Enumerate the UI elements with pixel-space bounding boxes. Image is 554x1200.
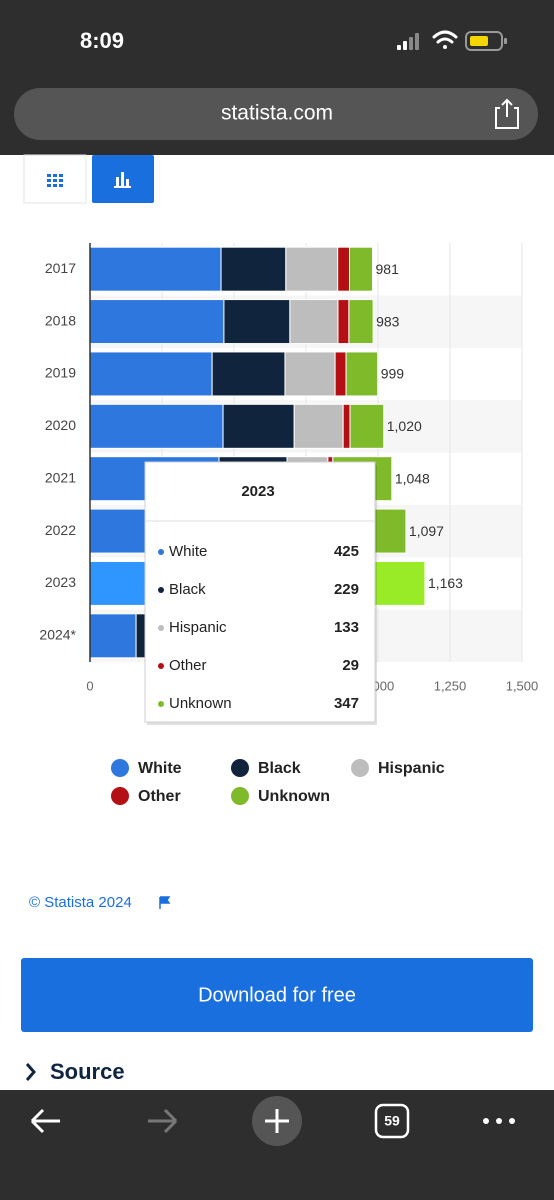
legend-label: White xyxy=(138,760,182,777)
chart: 02505007501,0001,2501,500201798120189832… xyxy=(39,243,538,725)
y-tick-label: 2020 xyxy=(45,417,76,433)
chevron-icon xyxy=(25,1063,36,1081)
tooltip-name: White xyxy=(169,543,207,560)
bar-segment xyxy=(222,403,295,449)
more-button[interactable] xyxy=(483,1118,515,1124)
bar-segment xyxy=(293,403,344,449)
total-label: 1,163 xyxy=(428,575,463,591)
forward-button[interactable] xyxy=(148,1108,178,1134)
bar-segment xyxy=(220,246,287,292)
legend-label: Hispanic xyxy=(378,760,445,777)
tooltip-name: Black xyxy=(169,581,206,598)
bar-segment xyxy=(337,299,350,345)
legend-item[interactable]: Hispanic xyxy=(351,759,445,777)
bar-segment xyxy=(89,351,213,397)
legend-swatch xyxy=(231,787,249,805)
y-tick-label: 2022 xyxy=(45,522,76,538)
tooltip: 2023 White 425 Black 229 Hispanic 133 Other 29 Un… xyxy=(144,461,377,725)
url-text: statista.com xyxy=(221,102,333,125)
bar-segment xyxy=(89,299,225,345)
y-tick-label: 2024* xyxy=(39,627,76,643)
download-button[interactable] xyxy=(21,958,533,1032)
signal-icon xyxy=(397,33,419,50)
source-toggle[interactable]: Source xyxy=(50,1059,125,1084)
tooltip-dot xyxy=(158,587,164,593)
wifi-icon xyxy=(432,30,458,49)
back-button[interactable] xyxy=(30,1108,60,1134)
legend-swatch xyxy=(231,759,249,777)
tooltip-name: Other xyxy=(169,657,207,674)
tooltip-dot xyxy=(158,663,164,669)
bar-segment xyxy=(223,299,291,345)
legend: White Black Hispanic Other Unknown xyxy=(111,759,445,805)
chart-icon xyxy=(114,172,131,188)
legend-label: Black xyxy=(258,760,301,777)
tooltip-value: 425 xyxy=(334,543,359,560)
tooltip-name: Hispanic xyxy=(169,619,227,636)
x-tick-label: 1,500 xyxy=(506,678,539,693)
clock: 8:09 xyxy=(80,28,124,53)
plus-icon xyxy=(265,1109,289,1133)
bar-segment xyxy=(89,246,222,292)
legend-swatch xyxy=(111,759,129,777)
tooltip-box xyxy=(144,461,376,723)
bar-segment xyxy=(342,403,351,449)
tooltip-dot xyxy=(158,701,164,707)
bar-segment xyxy=(348,246,374,292)
x-tick-label: 0 xyxy=(86,678,93,693)
tooltip-value: 347 xyxy=(334,695,359,712)
tooltip-title: 2023 xyxy=(241,483,274,500)
battery-icon xyxy=(465,31,507,51)
bar-segment xyxy=(349,403,385,449)
y-tick-label: 2023 xyxy=(45,574,76,590)
bar-segment xyxy=(289,299,339,345)
total-label: 983 xyxy=(376,313,400,329)
total-label: 999 xyxy=(381,366,405,382)
tooltip-dot xyxy=(158,625,164,631)
copyright-link[interactable]: © Statista 2024 xyxy=(29,894,132,911)
bar-segment xyxy=(337,246,350,292)
tooltip-value: 133 xyxy=(334,619,359,636)
flag-icon[interactable] xyxy=(159,896,171,909)
legend-item[interactable]: Black xyxy=(231,759,301,777)
bar-segment xyxy=(285,246,339,292)
bar-segment xyxy=(211,351,286,397)
y-tick-label: 2018 xyxy=(45,312,76,328)
y-tick-label: 2021 xyxy=(45,469,76,485)
legend-swatch xyxy=(111,787,129,805)
tooltip-value: 29 xyxy=(342,657,359,674)
legend-item[interactable]: Other xyxy=(111,787,181,805)
address-bar[interactable] xyxy=(14,88,538,140)
legend-swatch xyxy=(351,759,369,777)
download-label: Download for free xyxy=(198,984,356,1006)
bar-segment xyxy=(334,351,347,397)
y-tick-label: 2017 xyxy=(45,260,76,276)
tooltip-name: Unknown xyxy=(169,695,232,712)
tabs-button[interactable] xyxy=(374,1103,410,1139)
table-icon xyxy=(47,174,63,187)
bar-segment xyxy=(348,299,374,345)
legend-label: Unknown xyxy=(258,788,330,805)
legend-item[interactable]: White xyxy=(111,759,182,777)
legend-label: Other xyxy=(138,788,181,805)
tooltip-value: 229 xyxy=(334,581,359,598)
legend-item[interactable]: Unknown xyxy=(231,787,330,805)
tooltip-dot xyxy=(158,549,164,555)
total-label: 1,020 xyxy=(387,418,422,434)
share-button[interactable] xyxy=(495,98,519,129)
tab-count: 59 xyxy=(384,1113,400,1129)
total-label: 1,097 xyxy=(409,523,444,539)
bar-segment xyxy=(345,351,379,397)
y-tick-label: 2019 xyxy=(45,365,76,381)
bar-segment xyxy=(89,613,137,659)
total-label: 981 xyxy=(376,261,400,277)
bar-segment xyxy=(284,351,336,397)
total-label: 1,048 xyxy=(395,470,430,486)
bar-segment xyxy=(89,403,224,449)
x-tick-label: 1,250 xyxy=(434,678,467,693)
